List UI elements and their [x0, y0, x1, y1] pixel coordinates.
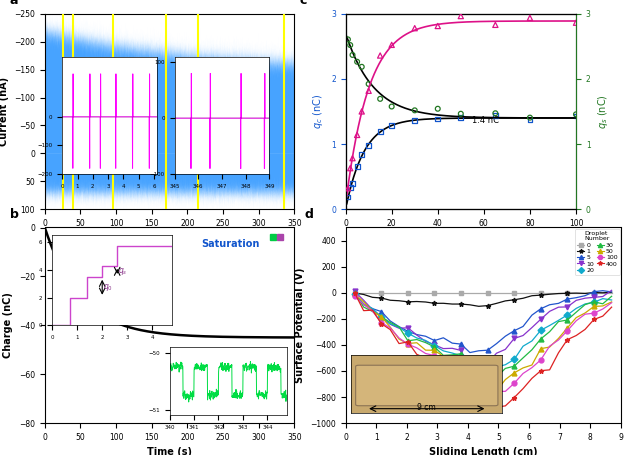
Y-axis label: Charge (nC): Charge (nC) — [3, 293, 13, 358]
Text: Unsaturation: Unsaturation — [53, 244, 90, 303]
Point — [490, 21, 500, 29]
Point — [343, 193, 353, 201]
Point — [356, 151, 367, 158]
Point — [364, 81, 374, 88]
Text: c: c — [300, 0, 307, 7]
Point — [525, 114, 535, 121]
Text: 1.4 nC: 1.4 nC — [472, 116, 499, 125]
Point — [433, 22, 443, 30]
Text: a: a — [10, 0, 19, 7]
X-axis label: Time (s): Time (s) — [147, 233, 192, 243]
X-axis label: Droplet Number: Droplet Number — [417, 233, 505, 243]
Point — [387, 103, 397, 110]
Point — [433, 105, 443, 112]
Point — [348, 180, 358, 187]
Text: Saturation: Saturation — [202, 239, 260, 249]
Point — [343, 36, 353, 43]
X-axis label: Time (s): Time (s) — [147, 447, 192, 455]
Text: b: b — [10, 208, 19, 221]
Point — [364, 142, 374, 149]
Point — [345, 41, 355, 49]
Point — [348, 155, 358, 162]
Point — [571, 112, 581, 120]
Point — [571, 111, 581, 118]
Point — [410, 25, 420, 32]
Point — [375, 95, 385, 102]
Point — [375, 128, 385, 135]
Point — [387, 121, 397, 129]
Point — [525, 116, 535, 123]
Point — [410, 116, 420, 124]
Point — [356, 63, 367, 71]
Point — [345, 184, 355, 192]
Legend: 0, 1, 5, 10, 20, 30, 50, 100, 400: 0, 1, 5, 10, 20, 30, 50, 100, 400 — [575, 229, 620, 275]
Point — [525, 14, 535, 21]
Point — [456, 12, 466, 20]
Point — [456, 114, 466, 121]
Text: d: d — [305, 208, 313, 221]
Point — [375, 52, 385, 59]
Y-axis label: $q_c$ (nC): $q_c$ (nC) — [312, 94, 326, 129]
Point — [364, 87, 374, 95]
Point — [356, 108, 367, 115]
Y-axis label: Surface Potential (V): Surface Potential (V) — [294, 268, 305, 383]
Y-axis label: Current (nA): Current (nA) — [0, 77, 9, 146]
Point — [490, 112, 500, 119]
X-axis label: Sliding Length (cm): Sliding Length (cm) — [429, 447, 538, 455]
Point — [387, 41, 397, 49]
Y-axis label: $q_s$ (nC): $q_s$ (nC) — [596, 94, 610, 129]
Point — [456, 110, 466, 117]
Point — [490, 110, 500, 117]
Point — [352, 163, 362, 171]
Point — [410, 107, 420, 114]
Point — [571, 19, 581, 26]
Point — [348, 51, 358, 59]
Point — [343, 185, 353, 192]
Point — [352, 58, 362, 66]
Point — [352, 131, 362, 139]
Point — [345, 165, 355, 172]
Point — [433, 115, 443, 122]
